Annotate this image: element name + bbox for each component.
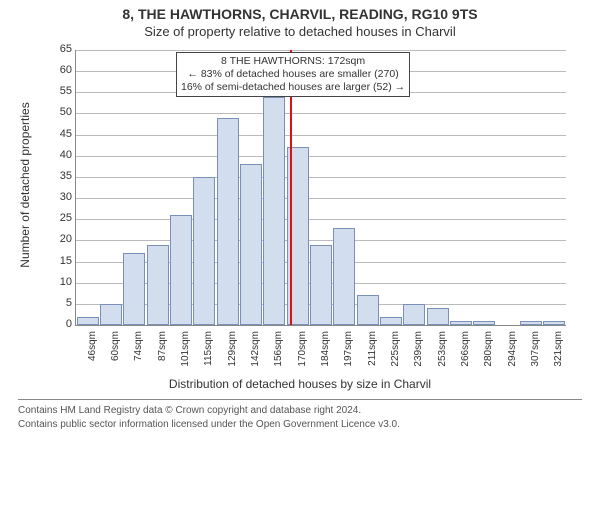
x-axis-label: Distribution of detached houses by size …	[0, 377, 600, 391]
footer-line-1: Contains HM Land Registry data © Crown c…	[18, 404, 582, 418]
histogram-bar	[77, 317, 99, 325]
chart-area: Number of detached properties 0 5 10 15 20 25…	[20, 45, 580, 375]
y-tick-label: 0	[50, 318, 72, 330]
y-tick-label: 30	[50, 191, 72, 203]
histogram-bar	[333, 228, 355, 325]
x-tick-label: 129sqm	[227, 331, 238, 376]
histogram-bar	[100, 304, 122, 325]
y-tick-label: 60	[50, 64, 72, 76]
histogram-bar	[193, 177, 215, 325]
x-tick-label: 280sqm	[483, 331, 494, 376]
callout-line-3: 16% of semi-detached houses are larger (…	[181, 81, 405, 94]
y-tick-label: 20	[50, 233, 72, 245]
x-tick-label: 307sqm	[530, 331, 541, 376]
histogram-bar	[520, 321, 542, 325]
x-tick-label: 87sqm	[157, 331, 168, 376]
histogram-bar	[473, 321, 495, 325]
y-tick-label: 35	[50, 170, 72, 182]
x-tick-label: 294sqm	[507, 331, 518, 376]
grid-line	[76, 135, 566, 136]
chart-title-sub: Size of property relative to detached ho…	[0, 24, 600, 39]
y-tick-label: 15	[50, 255, 72, 267]
x-tick-label: 225sqm	[390, 331, 401, 376]
x-tick-label: 60sqm	[110, 331, 121, 376]
x-tick-label: 101sqm	[180, 331, 191, 376]
x-tick-label: 184sqm	[320, 331, 331, 376]
histogram-bar	[170, 215, 192, 325]
histogram-bar	[450, 321, 472, 325]
callout-line-1: 8 THE HAWTHORNS: 172sqm	[181, 55, 405, 68]
grid-line	[76, 156, 566, 157]
footer-line-2: Contains public sector information licen…	[18, 418, 582, 432]
chart-title-main: 8, THE HAWTHORNS, CHARVIL, READING, RG10…	[0, 6, 600, 22]
y-tick-label: 45	[50, 128, 72, 140]
histogram-plot: 8 THE HAWTHORNS: 172sqm ← 83% of detache…	[75, 50, 566, 326]
y-tick-label: 40	[50, 149, 72, 161]
x-tick-label: 115sqm	[203, 331, 214, 376]
histogram-bar	[123, 253, 145, 325]
x-tick-label: 74sqm	[133, 331, 144, 376]
x-tick-label: 253sqm	[437, 331, 448, 376]
histogram-bar	[147, 245, 169, 325]
grid-line	[76, 219, 566, 220]
y-tick-label: 5	[50, 297, 72, 309]
x-tick-label: 46sqm	[87, 331, 98, 376]
x-tick-label: 170sqm	[297, 331, 308, 376]
grid-line	[76, 113, 566, 114]
grid-line	[76, 177, 566, 178]
callout-line-2: ← 83% of detached houses are smaller (27…	[181, 68, 405, 81]
y-tick-label: 10	[50, 276, 72, 288]
reference-callout: 8 THE HAWTHORNS: 172sqm ← 83% of detache…	[176, 52, 410, 97]
histogram-bar	[357, 295, 379, 325]
x-tick-label: 156sqm	[273, 331, 284, 376]
histogram-bar	[240, 164, 262, 325]
y-axis-label: Number of detached properties	[18, 102, 32, 267]
histogram-bar	[380, 317, 402, 325]
y-tick-label: 65	[50, 43, 72, 55]
grid-line	[76, 240, 566, 241]
x-tick-label: 142sqm	[250, 331, 261, 376]
histogram-bar	[543, 321, 565, 325]
x-tick-label: 211sqm	[367, 331, 378, 376]
grid-line	[76, 50, 566, 51]
y-tick-label: 25	[50, 212, 72, 224]
y-tick-label: 50	[50, 106, 72, 118]
footer: Contains HM Land Registry data © Crown c…	[18, 399, 582, 431]
x-tick-label: 197sqm	[343, 331, 354, 376]
histogram-bar	[310, 245, 332, 325]
x-tick-label: 266sqm	[460, 331, 471, 376]
x-tick-label: 321sqm	[553, 331, 564, 376]
histogram-bar	[217, 118, 239, 325]
histogram-bar	[427, 308, 449, 325]
histogram-bar	[403, 304, 425, 325]
x-tick-label: 239sqm	[413, 331, 424, 376]
y-tick-label: 55	[50, 85, 72, 97]
histogram-bar	[263, 97, 285, 325]
grid-line	[76, 198, 566, 199]
